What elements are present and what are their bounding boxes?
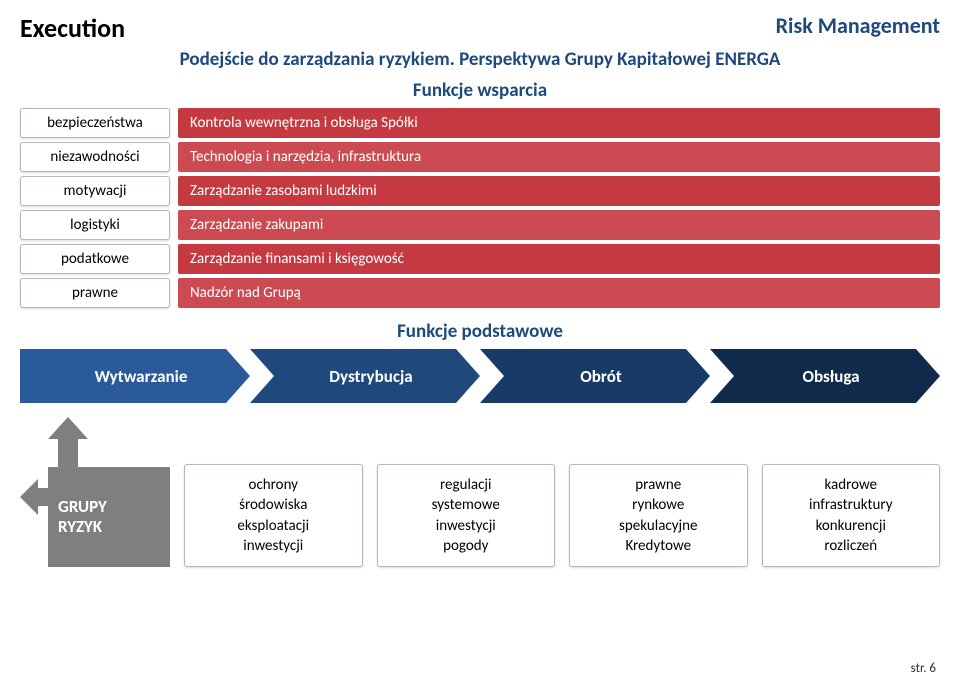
risk-box-line: inwestycji [386,516,547,536]
risk-box-line: rozliczeń [771,536,932,556]
support-right-bar: Zarządzanie zakupami [178,210,940,240]
risk-box-line: infrastruktury [771,495,932,515]
risk-box-line: konkurencji [771,516,932,536]
risk-box-line: prawne [578,475,739,495]
arrow-label: Dystrybucja [250,349,480,403]
risk-box-line: kadrowe [771,475,932,495]
arrow-cell: Dystrybucja [250,349,480,403]
risk-box-line: spekulacyjne [578,516,739,536]
support-row: prawne Nadzór nad Grupą [20,278,940,308]
support-left-box: bezpieczeństwa [20,108,170,138]
risk-box-line: Kredytowe [578,536,739,556]
grupy-line1: GRUPY [58,497,170,517]
support-left-box: motywacji [20,176,170,206]
arrow-cell: Obsługa [710,349,940,403]
risk-box: kadroweinfrastrukturykonkurencjirozlicze… [762,464,941,567]
risk-boxes: ochronyśrodowiskaeksploatacjiinwestycjir… [184,464,940,567]
support-row: niezawodności Technologia i narzędzia, in… [20,142,940,172]
risk-box-line: rynkowe [578,495,739,515]
risk-box-line: ochrony [193,475,354,495]
support-right-bar: Kontrola wewnętrzna i obsługa Spółki [178,108,940,138]
support-row: podatkowe Zarządzanie finansami i księgow… [20,244,940,274]
grupy-line2: RYZYK [58,517,170,537]
arrow-cell: Obrót [480,349,710,403]
page-number: str. 6 [911,661,936,676]
header: Execution Risk Management [20,12,940,44]
support-row: bezpieczeństwa Kontrola wewnętrzna i obsł… [20,108,940,138]
support-section-label: Funkcje wsparcia [20,79,940,102]
support-left-box: prawne [20,278,170,308]
risk-box-line: regulacji [386,475,547,495]
header-right: Risk Management [776,12,940,39]
arrow-cell: Wytwarzanie [20,349,250,403]
subtitle: Podejście do zarządzania ryzykiem. Persp… [20,48,940,71]
risk-box-line: środowiska [193,495,354,515]
support-rows: bezpieczeństwa Kontrola wewnętrzna i obsł… [20,108,940,308]
support-left-box: niezawodności [20,142,170,172]
risk-box: ochronyśrodowiskaeksploatacjiinwestycji [184,464,363,567]
arrow-label: Obrót [480,349,710,403]
risk-box-line: inwestycji [193,536,354,556]
support-right-bar: Zarządzanie finansami i księgowość [178,244,940,274]
risk-box: prawnerynkowespekulacyjneKredytowe [569,464,748,567]
header-left: Execution [20,12,125,44]
basic-section-label: Funkcje podstawowe [20,320,940,343]
support-right-bar: Technologia i narzędzia, infrastruktura [178,142,940,172]
arrow-label: Obsługa [710,349,940,403]
support-left-box: podatkowe [20,244,170,274]
bottom-area: GRUPY RYZYK ochronyśrodowiskaeksploatacj… [20,417,940,567]
support-row: motywacji Zarządzanie zasobami ludzkimi [20,176,940,206]
grupy-block: GRUPY RYZYK [20,417,170,567]
support-row: logistyki Zarządzanie zakupami [20,210,940,240]
risk-box: regulacjisystemoweinwestycjipogody [377,464,556,567]
risk-box-line: eksploatacji [193,516,354,536]
grupy-box: GRUPY RYZYK [48,467,170,567]
arrow-row: WytwarzanieDystrybucjaObrótObsługa [20,349,940,403]
arrow-label: Wytwarzanie [20,349,250,403]
support-right-bar: Nadzór nad Grupą [178,278,940,308]
risk-box-line: systemowe [386,495,547,515]
support-left-box: logistyki [20,210,170,240]
support-right-bar: Zarządzanie zasobami ludzkimi [178,176,940,206]
risk-box-line: pogody [386,536,547,556]
